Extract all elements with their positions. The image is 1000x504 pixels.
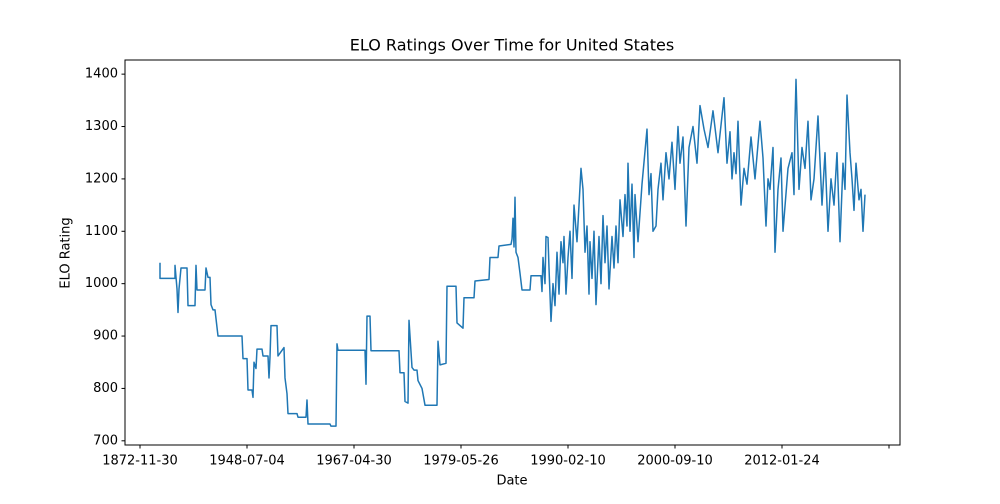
x-tick-label: 1872-11-30 (102, 454, 178, 469)
x-tick-label: 2000-09-10 (637, 454, 713, 469)
x-tick-label: 1990-02-10 (530, 454, 606, 469)
y-axis-label: ELO Rating (59, 217, 74, 288)
y-tick-label: 1200 (85, 171, 118, 186)
data-line (159, 78, 866, 427)
y-tick-label: 800 (93, 381, 118, 396)
x-tick-label: 1979-05-26 (423, 454, 499, 469)
x-tick-label: 1967-04-30 (316, 454, 392, 469)
y-tick-label: 1300 (85, 119, 118, 134)
x-tick-label: 2012-01-24 (744, 454, 820, 469)
x-axis-label: Date (496, 474, 527, 489)
x-tick-label: 1948-07-04 (209, 454, 285, 469)
y-tick-label: 1000 (85, 276, 118, 291)
y-tick-label: 700 (93, 433, 118, 448)
axes-frame (124, 59, 901, 446)
chart-title: ELO Ratings Over Time for United States (350, 36, 674, 55)
y-tick-label: 1100 (85, 224, 118, 239)
y-tick-label: 900 (93, 329, 118, 344)
y-tick-label: 1400 (85, 67, 118, 82)
